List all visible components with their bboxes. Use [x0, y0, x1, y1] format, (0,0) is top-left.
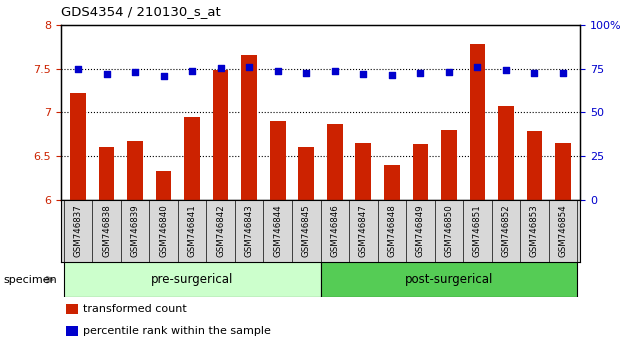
- Point: [73, 66, 83, 72]
- Point: [358, 71, 369, 77]
- Bar: [184, 117, 200, 200]
- Text: transformed count: transformed count: [83, 304, 187, 314]
- Bar: [470, 44, 485, 200]
- Text: pre-surgerical: pre-surgerical: [151, 273, 233, 286]
- Bar: [441, 130, 457, 200]
- Bar: [356, 143, 371, 200]
- Bar: [413, 144, 428, 200]
- Text: GSM746840: GSM746840: [159, 205, 168, 257]
- Text: percentile rank within the sample: percentile rank within the sample: [83, 326, 271, 336]
- Text: post-surgerical: post-surgerical: [404, 273, 493, 286]
- Bar: [156, 171, 171, 200]
- Bar: [66, 304, 78, 314]
- Point: [415, 70, 426, 76]
- Bar: [66, 326, 78, 336]
- Point: [501, 68, 511, 73]
- Text: GSM746844: GSM746844: [273, 205, 282, 257]
- Bar: [327, 124, 342, 200]
- Text: GSM746854: GSM746854: [558, 205, 567, 257]
- Bar: [213, 70, 228, 200]
- Bar: [241, 56, 257, 200]
- Bar: [70, 93, 86, 200]
- Point: [329, 68, 340, 74]
- Text: GSM746837: GSM746837: [74, 205, 83, 257]
- Text: GSM746850: GSM746850: [444, 205, 453, 257]
- Point: [215, 65, 226, 70]
- Point: [387, 72, 397, 78]
- Bar: [127, 141, 143, 200]
- Text: GSM746842: GSM746842: [216, 205, 225, 257]
- Point: [444, 69, 454, 75]
- Point: [101, 71, 112, 77]
- FancyBboxPatch shape: [320, 262, 578, 297]
- Text: GSM746839: GSM746839: [131, 205, 140, 257]
- Bar: [384, 165, 400, 200]
- Text: GSM746847: GSM746847: [359, 205, 368, 257]
- Point: [558, 70, 568, 76]
- Text: GSM746851: GSM746851: [473, 205, 482, 257]
- Point: [130, 69, 140, 75]
- Point: [272, 68, 283, 74]
- Text: GSM746846: GSM746846: [330, 205, 339, 257]
- FancyBboxPatch shape: [63, 262, 320, 297]
- Point: [187, 68, 197, 74]
- Text: GSM746841: GSM746841: [188, 205, 197, 257]
- Text: GSM746853: GSM746853: [530, 205, 539, 257]
- Text: GSM746848: GSM746848: [387, 205, 396, 257]
- Text: GSM746849: GSM746849: [416, 205, 425, 257]
- Bar: [555, 143, 571, 200]
- Text: GSM746838: GSM746838: [102, 205, 111, 257]
- Text: GSM746845: GSM746845: [302, 205, 311, 257]
- Bar: [270, 121, 285, 200]
- Text: GSM746852: GSM746852: [501, 205, 510, 257]
- Point: [529, 70, 540, 76]
- Bar: [498, 106, 514, 200]
- Point: [472, 64, 483, 70]
- Bar: [299, 148, 314, 200]
- Text: GSM746843: GSM746843: [245, 205, 254, 257]
- Text: specimen: specimen: [3, 275, 57, 285]
- Bar: [527, 131, 542, 200]
- Text: GDS4354 / 210130_s_at: GDS4354 / 210130_s_at: [61, 5, 221, 18]
- Bar: [99, 147, 114, 200]
- Point: [301, 70, 312, 76]
- Point: [158, 73, 169, 79]
- Point: [244, 64, 254, 70]
